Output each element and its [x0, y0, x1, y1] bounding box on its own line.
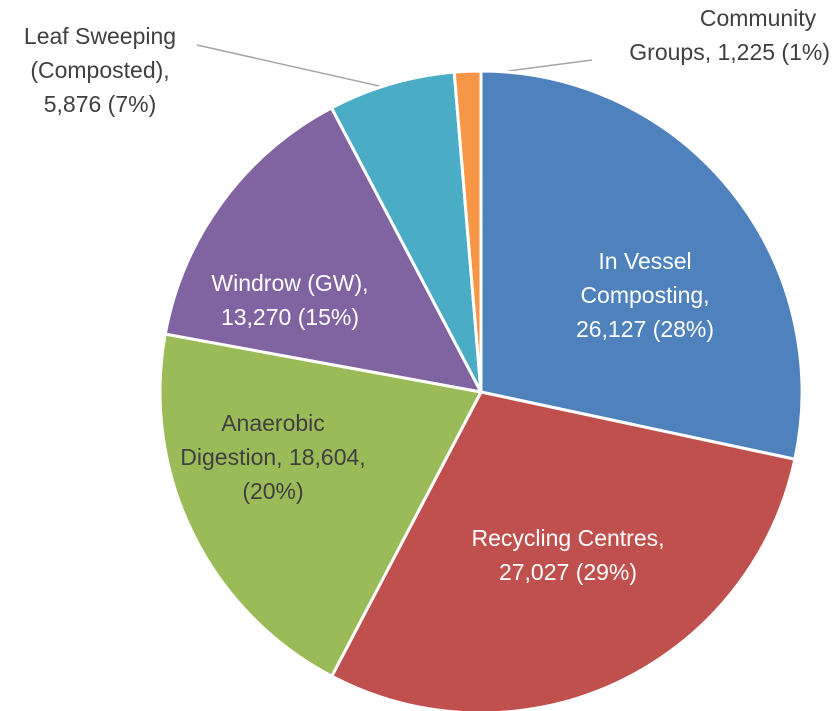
pie-slice	[330, 70, 483, 394]
data-label: Community Groups, 1,225 (1%)	[629, 5, 830, 65]
data-label-line: Community	[700, 5, 817, 31]
data-label-line: Composting,	[580, 282, 709, 308]
data-label-line: (Composted),	[30, 57, 169, 83]
data-label: Windrow (GW), 13,270 (15%)	[211, 270, 368, 330]
data-label-line: 27,027 (29%)	[499, 559, 637, 585]
data-label: Recycling Centres, 27,027 (29%)	[471, 525, 664, 585]
data-label-line: In Vessel	[598, 248, 691, 274]
leader-line	[196, 44, 389, 89]
data-label-line: Anaerobic	[221, 410, 325, 436]
data-label-line: Leaf Sweeping	[24, 23, 176, 49]
data-label-line: Digestion, 18,604,	[180, 444, 365, 470]
data-label-line: Windrow (GW),	[211, 270, 368, 296]
data-label-line: 5,876 (7%)	[44, 91, 157, 117]
pie-slice	[452, 69, 483, 394]
pie-slice	[479, 69, 804, 461]
data-label-line: Groups, 1,225 (1%)	[629, 39, 830, 65]
data-label-line: Recycling Centres,	[471, 525, 664, 551]
pie-slice	[330, 390, 797, 711]
data-label: Leaf Sweeping (Composted), 5,876 (7%)	[24, 23, 176, 117]
pie-slice	[158, 332, 483, 678]
data-label-line: 26,127 (28%)	[576, 316, 714, 342]
data-label-line: (20%)	[242, 478, 303, 504]
pie-slice	[163, 106, 483, 394]
data-label: Anaerobic Digestion, 18,604, (20%)	[180, 410, 365, 504]
data-label-line: 13,270 (15%)	[221, 304, 359, 330]
data-label: In Vessel Composting, 26,127 (28%)	[576, 248, 714, 342]
